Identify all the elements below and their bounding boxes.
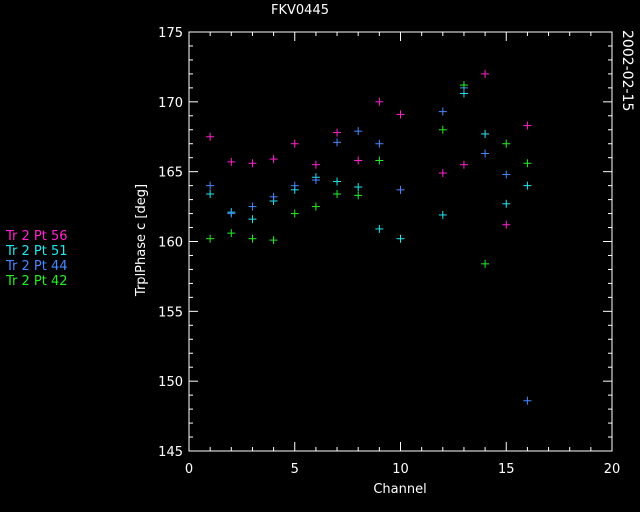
data-point xyxy=(502,220,511,229)
legend-entry: Tr 2 Pt 56 xyxy=(5,229,68,244)
legend-entry: Tr 2 Pt 44 xyxy=(5,259,68,274)
data-point xyxy=(248,234,257,243)
data-point xyxy=(354,191,363,200)
data-point xyxy=(375,156,384,165)
y-tick-label: 170 xyxy=(158,96,183,111)
y-tick-label: 150 xyxy=(158,375,183,390)
data-point xyxy=(459,160,468,169)
x-tick-label: 20 xyxy=(604,462,621,477)
data-point xyxy=(227,157,236,166)
y-tick-label: 160 xyxy=(158,236,183,251)
y-axis: 145 150 155 160 165 170 175 xyxy=(158,26,612,460)
chart-title: FKV0445 xyxy=(271,3,329,18)
data-point xyxy=(333,128,342,137)
y-tick-label: 155 xyxy=(158,305,183,320)
y-tick-label: 165 xyxy=(158,166,183,181)
data-point xyxy=(523,159,532,168)
data-point xyxy=(438,125,447,134)
x-tick-label: 15 xyxy=(498,462,515,477)
data-point xyxy=(354,156,363,165)
data-point xyxy=(206,234,215,243)
data-point xyxy=(269,192,278,201)
data-point xyxy=(248,202,257,211)
data-point xyxy=(227,229,236,238)
data-point xyxy=(290,209,299,218)
x-tick-label: 10 xyxy=(392,462,409,477)
x-axis: 0 5 10 15 20 xyxy=(185,32,620,477)
data-point xyxy=(311,202,320,211)
data-point xyxy=(206,190,215,199)
data-point xyxy=(248,215,257,224)
data-point xyxy=(523,181,532,190)
data-point xyxy=(354,183,363,192)
data-point xyxy=(438,107,447,116)
data-point xyxy=(375,97,384,106)
data-point xyxy=(502,199,511,208)
legend-entry: Tr 2 Pt 42 xyxy=(5,274,68,289)
data-point xyxy=(375,139,384,148)
data-point xyxy=(375,224,384,233)
data-point xyxy=(502,170,511,179)
date-label: 2002-02-15 xyxy=(619,30,635,111)
data-point xyxy=(269,155,278,164)
data-point xyxy=(396,185,405,194)
data-point xyxy=(459,81,468,90)
data-point xyxy=(290,139,299,148)
data-point xyxy=(269,236,278,245)
legend-entry: Tr 2 Pt 51 xyxy=(5,244,68,259)
data-point xyxy=(481,149,490,158)
x-tick-label: 5 xyxy=(291,462,299,477)
data-point xyxy=(523,396,532,405)
data-point xyxy=(311,160,320,169)
data-point xyxy=(396,110,405,119)
y-tick-label: 145 xyxy=(158,445,183,460)
data-point xyxy=(311,176,320,185)
x-tick-label: 0 xyxy=(185,462,193,477)
data-point xyxy=(396,234,405,243)
data-point xyxy=(438,210,447,219)
data-point xyxy=(290,181,299,190)
data-point xyxy=(206,181,215,190)
data-point xyxy=(333,190,342,199)
data-point xyxy=(333,177,342,186)
x-axis-label: Channel xyxy=(373,482,426,497)
y-tick-label: 175 xyxy=(158,26,183,41)
data-points xyxy=(206,69,532,405)
data-point xyxy=(248,159,257,168)
data-point xyxy=(206,132,215,141)
data-point xyxy=(481,69,490,78)
data-point xyxy=(354,127,363,136)
data-point xyxy=(502,139,511,148)
data-point xyxy=(438,169,447,178)
y-axis-label: TrplPhase c [deg] xyxy=(134,184,149,297)
data-point xyxy=(481,259,490,268)
data-point xyxy=(333,138,342,147)
data-point xyxy=(481,129,490,138)
data-point xyxy=(227,209,236,218)
data-point xyxy=(523,121,532,130)
